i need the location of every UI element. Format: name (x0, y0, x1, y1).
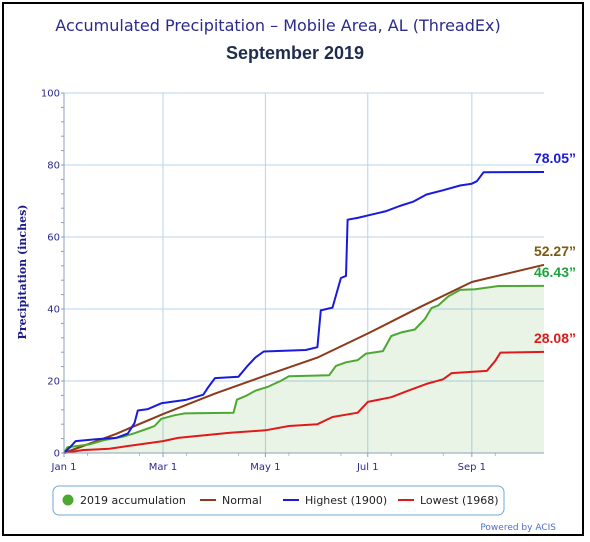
x-tick-label: Jan 1 (51, 462, 77, 473)
end-label-normal: 52.27” (534, 243, 576, 259)
x-tick-label: Sep 1 (458, 462, 486, 473)
series-area-2019-accumulation (64, 285, 544, 453)
x-tick-label: Jul 1 (356, 462, 379, 473)
x-tick-label: Mar 1 (149, 462, 177, 473)
series-line-highest-1900[interactable] (63, 171, 545, 454)
legend-label-normal[interactable]: Normal (222, 494, 262, 507)
legend-label-lowest-1968[interactable]: Lowest (1968) (420, 494, 499, 507)
y-axis-label: Precipitation (inches) (16, 205, 29, 340)
y-tick-label: 20 (47, 377, 60, 388)
y-tick-label: 100 (41, 89, 60, 100)
legend-label-2019-accumulation[interactable]: 2019 accumulation (80, 494, 186, 507)
powered-by-credit[interactable]: Powered by ACIS (480, 523, 556, 533)
grid-lines (64, 92, 544, 453)
area-fill (64, 285, 544, 453)
y-tick-label: 0 (54, 449, 60, 460)
legend-box (52, 485, 505, 516)
legend-marker-2019-accumulation (62, 494, 74, 506)
legend: 2019 accumulation Normal Highest (1900) Low… (52, 485, 505, 516)
chart-subtitle: September 2019 (226, 43, 364, 63)
y-tick-label: 80 (47, 161, 60, 172)
series-line-normal[interactable] (63, 263, 545, 454)
end-label-lowest-1968: 28.08” (534, 330, 576, 346)
end-label-2019-accumulation: 46.43” (534, 264, 576, 280)
end-labels: 52.27” 46.43” 28.08” 78.05” (534, 150, 576, 346)
axes: 0 20 40 60 80 100 Jan 1 Mar 1 May 1 Jul 1 Sep 1 (41, 89, 544, 473)
x-tick-label: May 1 (250, 462, 280, 473)
y-tick-label: 60 (47, 233, 60, 244)
chart-title: Accumulated Precipitation – Mobile Area,… (55, 16, 500, 35)
series-line-lowest-1968[interactable] (63, 350, 545, 454)
series-line-2019-accumulation[interactable] (63, 284, 545, 454)
y-tick-label: 40 (47, 305, 60, 316)
series-lines (63, 171, 545, 454)
legend-label-highest-1900[interactable]: Highest (1900) (305, 494, 387, 507)
end-label-highest-1900: 78.05” (534, 150, 576, 166)
chart-frame (2, 2, 584, 536)
